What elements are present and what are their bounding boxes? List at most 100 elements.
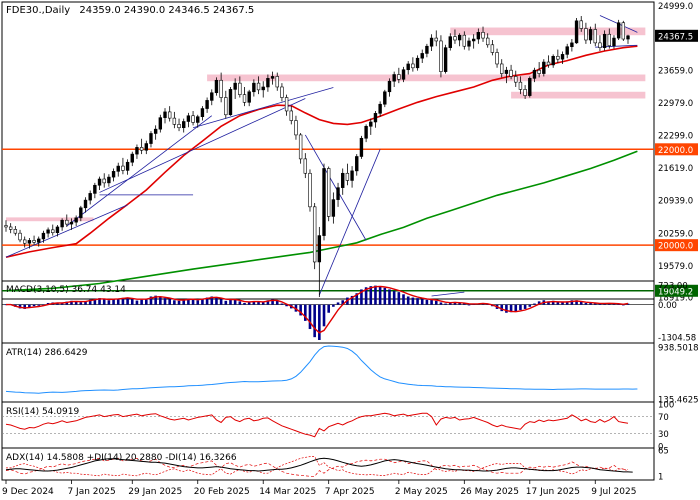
macd-title: MACD(3,10,5) 36.74 43.14	[6, 285, 126, 295]
macd-tick-label: 0.00	[658, 301, 677, 311]
candle	[565, 43, 569, 59]
candle	[397, 67, 401, 84]
atr-line	[5, 345, 638, 394]
candle	[280, 83, 284, 102]
macd-bar	[102, 299, 106, 305]
macd-bar	[149, 296, 153, 305]
candle-body	[88, 193, 92, 201]
candle-body	[256, 82, 261, 91]
candle	[373, 110, 378, 128]
candle	[247, 89, 251, 107]
candle-body	[434, 37, 438, 42]
candle	[158, 114, 163, 133]
candle-body	[284, 97, 289, 112]
candle-body	[102, 178, 106, 184]
candle	[476, 28, 481, 44]
macd-bar	[626, 303, 630, 305]
candle-body	[369, 121, 373, 127]
macd-bar	[589, 302, 592, 305]
candle	[462, 31, 467, 50]
macd-bar	[360, 289, 363, 305]
candle-body	[490, 44, 495, 53]
price-tick-label: 20259.0	[658, 229, 693, 239]
last-price-label-tag	[655, 29, 698, 42]
candle-body	[476, 32, 481, 40]
trend-line	[304, 134, 367, 241]
candle	[574, 17, 579, 44]
candle-body	[397, 74, 401, 80]
candle-body	[532, 69, 537, 79]
macd-bar	[304, 304, 307, 321]
candle-body	[373, 113, 378, 123]
macd-bar	[163, 298, 167, 305]
macd-bar	[617, 304, 620, 305]
candle	[97, 176, 102, 191]
atr-title: ATR(14) 286.6429	[6, 348, 88, 358]
candle-body	[69, 221, 74, 225]
candle	[196, 114, 200, 128]
candle	[153, 125, 158, 140]
macd-bar	[65, 301, 69, 305]
macd-bar	[369, 286, 373, 305]
candle-body	[60, 219, 64, 228]
candle	[584, 22, 588, 44]
candle-body	[355, 156, 359, 172]
macd-bar	[280, 303, 284, 305]
candle	[23, 236, 27, 248]
candle-body	[326, 168, 331, 217]
candle	[79, 205, 83, 222]
macd-bar	[448, 302, 452, 305]
candle	[546, 55, 551, 68]
macd-bar	[243, 302, 246, 305]
candle-body	[528, 78, 532, 96]
candle	[200, 106, 205, 121]
macd-bar	[509, 304, 513, 313]
rsi-indicator	[2, 412, 654, 438]
macd-bar	[434, 300, 438, 305]
candle	[312, 202, 317, 270]
candle-body	[177, 124, 181, 129]
macd-bar	[294, 304, 298, 312]
candle	[570, 39, 574, 52]
macd-bar	[341, 300, 345, 305]
macd-bar	[579, 301, 583, 305]
candle-body	[551, 55, 555, 66]
macd-bar	[556, 301, 560, 305]
candle-body	[588, 29, 593, 41]
price-tick-label: 18919.0	[658, 294, 693, 304]
slow-moving-average	[5, 150, 638, 292]
candle	[560, 51, 565, 64]
candle	[74, 215, 78, 227]
candle	[116, 162, 120, 177]
macd-bar	[224, 300, 228, 305]
macd-bar	[392, 291, 396, 305]
candle	[149, 131, 153, 148]
candle	[392, 71, 396, 87]
level-price-label: 20000.0	[658, 242, 693, 252]
candle	[621, 20, 626, 41]
rsi-tick-label: 70	[658, 413, 669, 423]
candle	[83, 197, 88, 213]
candle	[528, 76, 532, 98]
macd-bar	[88, 299, 92, 305]
trend-line	[595, 44, 638, 48]
candle	[102, 173, 106, 188]
candle-body	[41, 232, 46, 240]
candle	[224, 90, 228, 119]
adx-tick-label: 1	[658, 473, 663, 483]
price-tick-label: 22299.0	[658, 131, 693, 141]
candle-body	[317, 235, 322, 263]
price-tick-label: 20939.0	[658, 197, 693, 207]
candle	[364, 124, 368, 143]
macd-bar	[79, 302, 83, 305]
candle	[341, 168, 345, 195]
candle	[294, 115, 298, 140]
trend-line	[5, 204, 128, 258]
adx-line	[5, 457, 633, 473]
candle	[411, 57, 415, 72]
macd-bar	[84, 301, 87, 305]
candle	[602, 30, 607, 51]
rsi-title: RSI(14) 54.0919	[6, 407, 79, 417]
macd-bar	[173, 300, 176, 305]
candle	[308, 169, 312, 212]
